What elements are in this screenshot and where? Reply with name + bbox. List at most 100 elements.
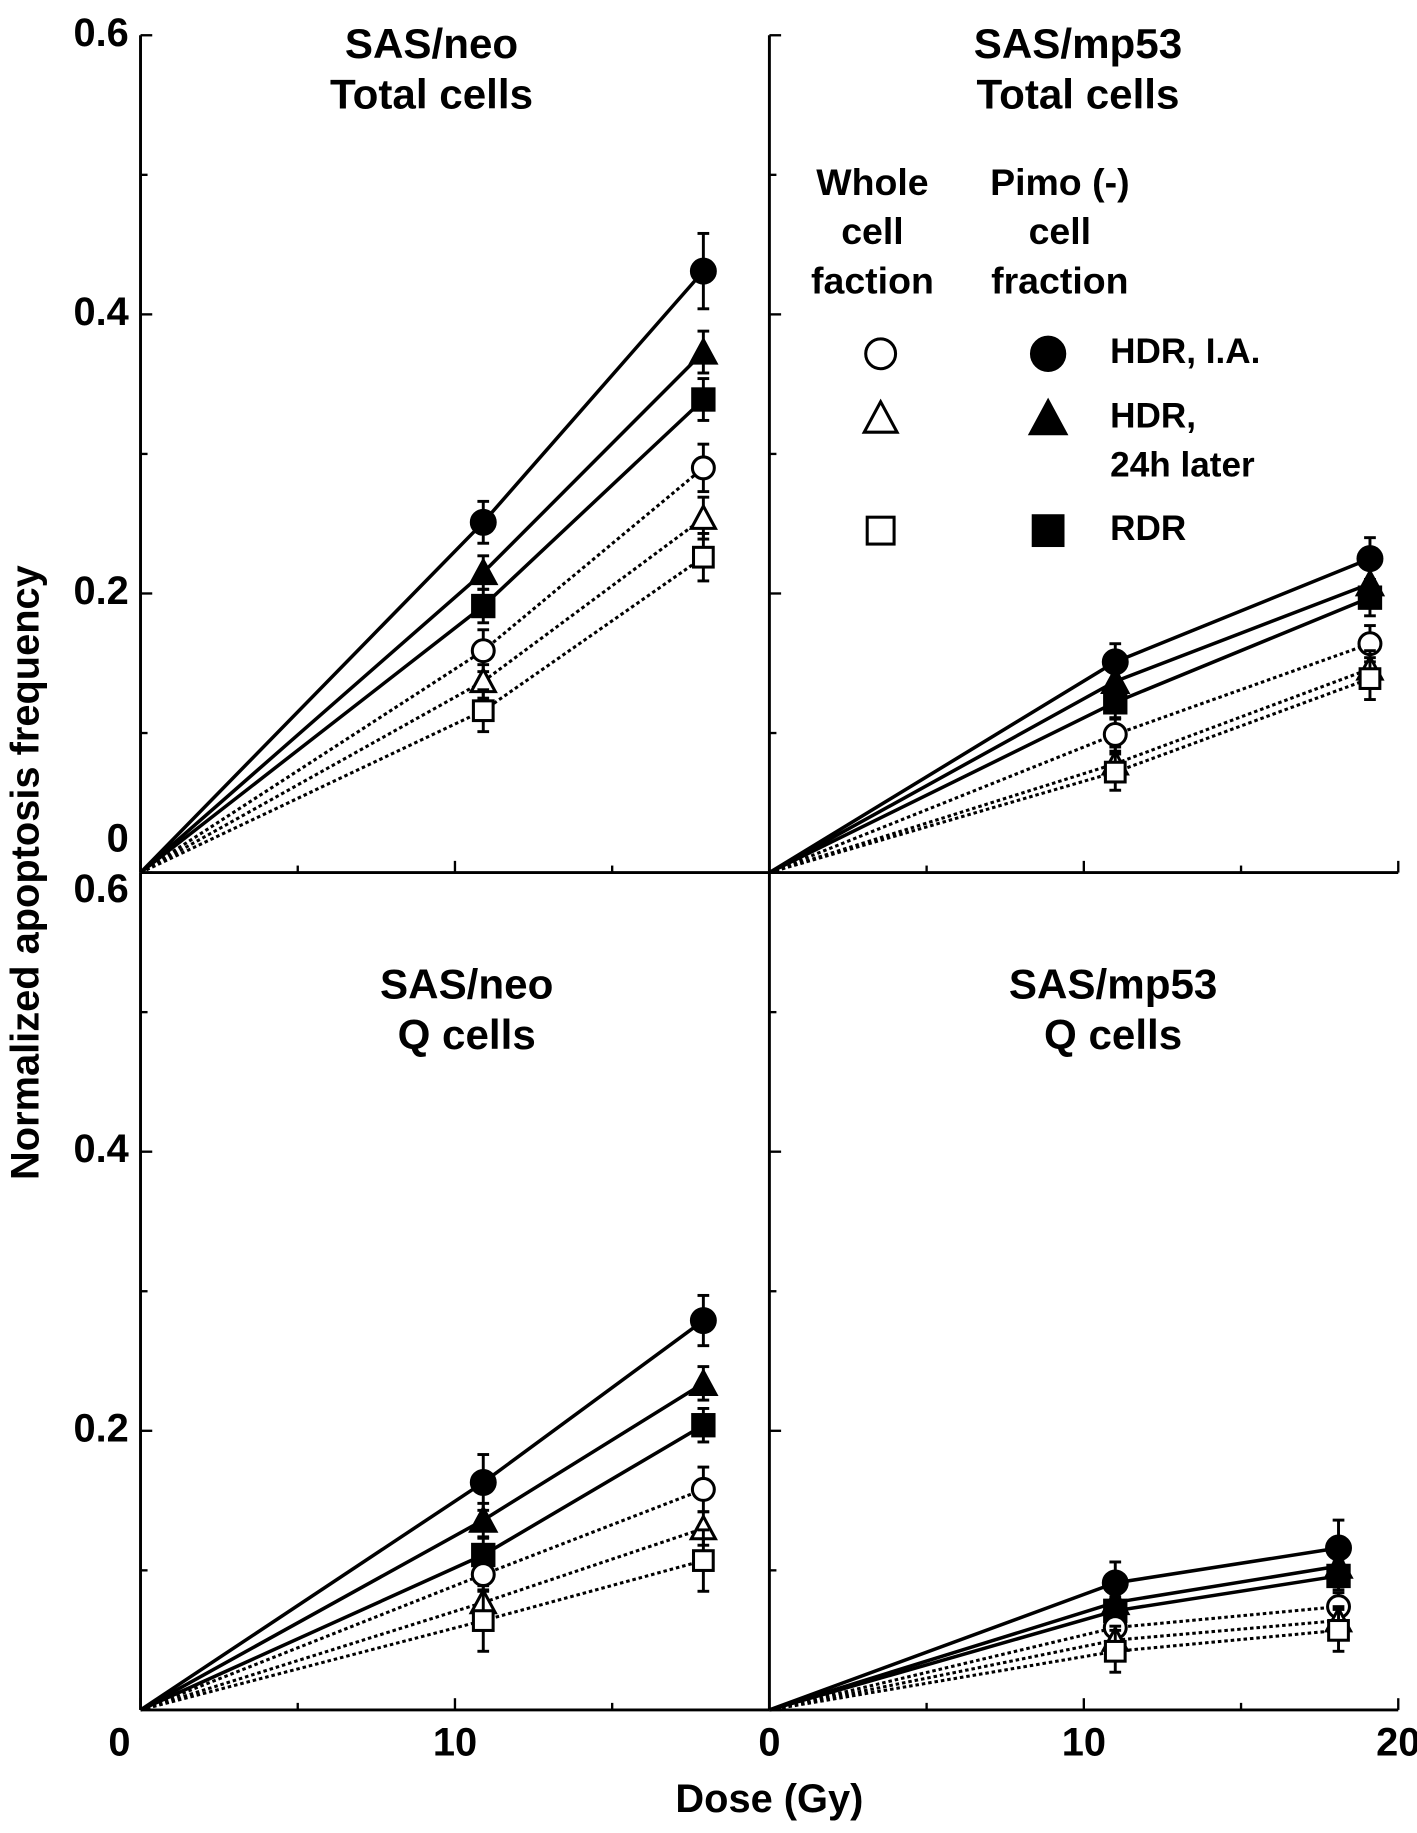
y-tick-label: 0.4 [73, 290, 128, 334]
fit-line-origin [139, 1518, 485, 1712]
marker [691, 1413, 716, 1438]
fit-line-origin [769, 1638, 1116, 1712]
fit-line-origin [769, 1649, 1116, 1712]
y-axis-label: Normalized apoptosis frequency [4, 565, 48, 1180]
legend-marker [861, 398, 900, 434]
fit-line-origin [768, 700, 1117, 875]
marker [471, 593, 496, 619]
legend-marker [864, 337, 898, 371]
marker [690, 1476, 716, 1502]
marker [1326, 1563, 1351, 1589]
x-axis-label: Dose (Gy) [675, 1777, 863, 1821]
marker [691, 1549, 715, 1572]
fit-line-origin [768, 733, 1116, 874]
legend-marker [1031, 514, 1065, 548]
marker [471, 699, 495, 723]
legend-header: cell [1029, 210, 1092, 252]
marker [469, 508, 497, 536]
fit-line [1115, 1546, 1339, 1585]
legend-label: HDR, I.A. [1110, 332, 1260, 371]
fit-line [482, 466, 705, 652]
marker [688, 1367, 719, 1396]
marker [690, 455, 716, 481]
fit-line-origin [769, 1626, 1116, 1712]
x-tick-label: 10 [433, 1721, 477, 1765]
marker [688, 502, 718, 530]
legend-marker [865, 515, 896, 546]
fit-line-origin [139, 521, 485, 874]
marker [1357, 585, 1383, 610]
fit-line-origin [139, 680, 485, 874]
fit-line [482, 1559, 704, 1623]
marker [471, 1609, 495, 1632]
fit-line-origin [768, 770, 1116, 875]
panel-title: Total cells [976, 70, 1179, 117]
fit-line [1114, 677, 1371, 774]
panel-title: SAS/mp53 [1009, 960, 1217, 1007]
marker [691, 387, 716, 412]
marker [470, 1562, 496, 1588]
marker [689, 257, 717, 285]
marker [1103, 760, 1127, 784]
panel-title: Q cells [1044, 1011, 1182, 1058]
marker [1358, 667, 1382, 690]
fit-line [481, 269, 705, 524]
marker [1327, 1618, 1350, 1642]
y-tick-label: 0.2 [73, 569, 128, 613]
fit-line-origin [139, 1553, 484, 1712]
fit-line [1115, 1619, 1339, 1642]
legend-header: faction [811, 259, 934, 301]
fit-line [1114, 1564, 1339, 1605]
marker [470, 638, 496, 664]
marker [1103, 1639, 1127, 1663]
fit-line-origin [139, 1573, 484, 1712]
fit-line [482, 1527, 704, 1604]
panel-title: Total cells [330, 70, 533, 117]
marker [1103, 690, 1128, 715]
legend-header: cell [841, 210, 904, 252]
x-tick-label: 10 [1062, 1721, 1106, 1765]
x-tick-label: 0 [758, 1721, 780, 1765]
fit-line [1114, 582, 1371, 684]
y-tick-label: 0.6 [73, 11, 128, 55]
fit-line [1115, 1574, 1339, 1613]
fit-line [482, 1319, 705, 1484]
fit-line [1115, 1605, 1339, 1630]
fit-line [482, 398, 705, 608]
x-tick-label: 20 [1376, 1721, 1417, 1765]
fit-line-origin [139, 1480, 485, 1712]
marker [1102, 721, 1128, 747]
legend-header: fraction [991, 259, 1128, 301]
marker [469, 1468, 497, 1496]
panel-title: SAS/neo [345, 20, 518, 67]
legend-header: Whole [816, 161, 928, 203]
marker [468, 557, 499, 586]
fit-line-origin [768, 1609, 1116, 1712]
fit-line [482, 350, 705, 574]
marker [691, 545, 715, 569]
panel-title: Q cells [398, 1011, 536, 1058]
fit-line [482, 1487, 704, 1576]
fit-line-origin [768, 660, 1117, 875]
y-tick-label: 0 [107, 816, 129, 860]
fit-line [1114, 667, 1371, 766]
legend-marker [1029, 335, 1067, 372]
fit-line-origin [139, 571, 485, 874]
fit-line-origin [768, 679, 1117, 875]
fit-line-origin [139, 709, 484, 874]
fit-line [482, 516, 705, 683]
x-tick-label: 0 [108, 1721, 130, 1765]
panel-title: SAS/neo [380, 960, 553, 1007]
legend-marker [1027, 397, 1069, 436]
fit-line-origin [140, 1600, 484, 1712]
legend-label: RDR [1110, 509, 1186, 548]
y-tick-label: 0.2 [73, 1406, 128, 1450]
fit-line [482, 1423, 705, 1557]
y-tick-label: 0.4 [73, 1127, 128, 1171]
marker [689, 1307, 717, 1335]
fit-line [1114, 556, 1371, 664]
fit-line [1115, 1628, 1339, 1653]
y-tick-label: 0.6 [73, 867, 128, 911]
